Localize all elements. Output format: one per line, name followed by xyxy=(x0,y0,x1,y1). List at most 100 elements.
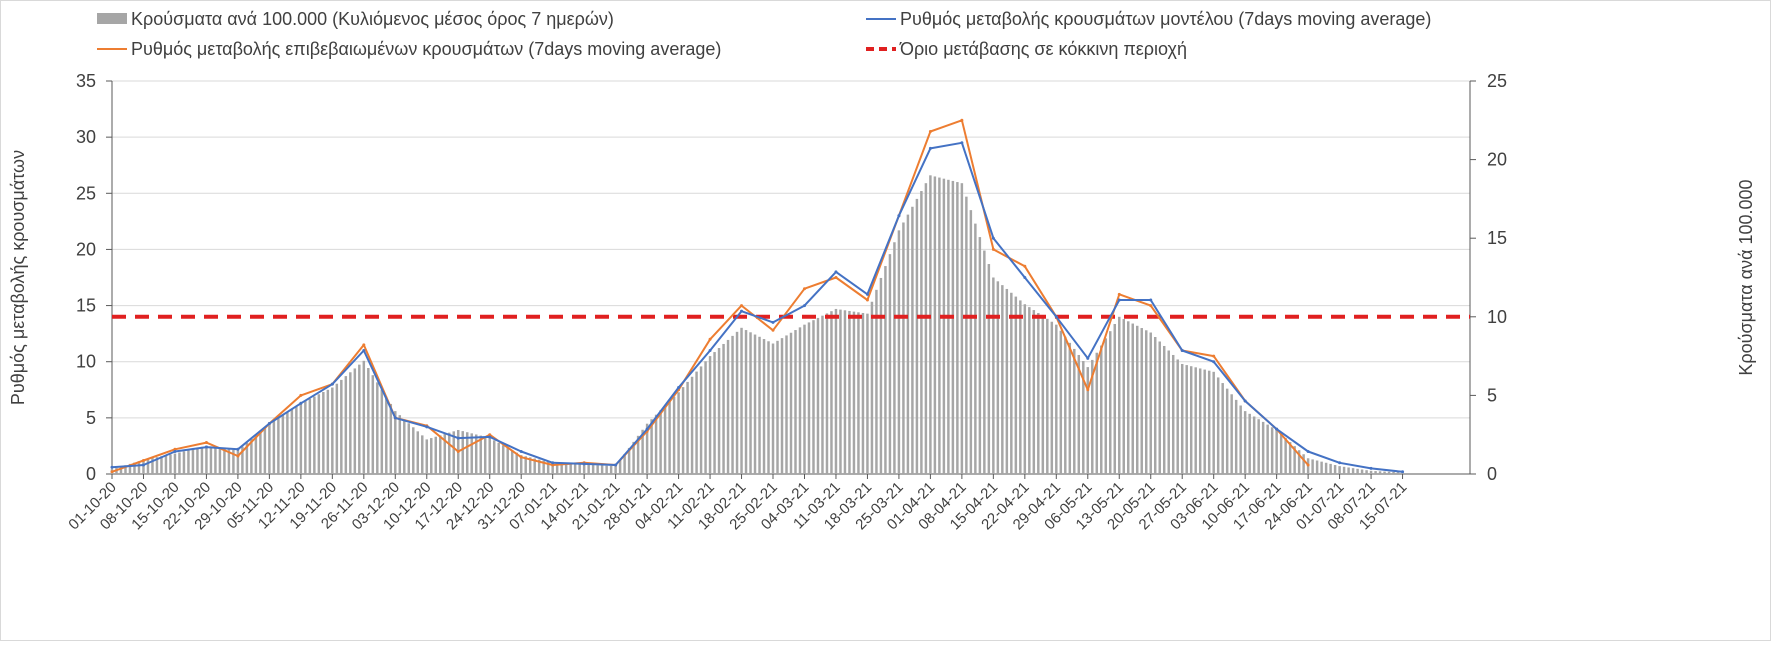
model-series-line-point xyxy=(204,445,208,449)
bar xyxy=(1068,342,1072,474)
bar xyxy=(299,403,303,474)
bar xyxy=(191,449,195,474)
bar xyxy=(1324,462,1328,474)
bar xyxy=(412,427,415,474)
bar xyxy=(434,436,437,474)
confirmed-series-line-point xyxy=(519,455,523,459)
bar xyxy=(1082,361,1085,474)
bar xyxy=(947,179,950,474)
model-series-line-point xyxy=(456,436,460,440)
bar xyxy=(1050,321,1054,474)
bar xyxy=(704,361,707,474)
bar xyxy=(821,315,824,474)
bar xyxy=(542,460,545,474)
bar xyxy=(376,382,379,474)
bar xyxy=(1374,471,1377,474)
y-right-axis-title: Κρούσματα ανά 100.000 xyxy=(1736,179,1756,375)
confirmed-series-line-point xyxy=(708,337,712,341)
bar xyxy=(780,338,784,474)
confirmed-series-line-point xyxy=(551,463,555,467)
bar xyxy=(533,458,536,474)
bar xyxy=(677,392,680,474)
bar xyxy=(1046,318,1049,474)
bar xyxy=(403,419,406,474)
bar xyxy=(960,183,964,474)
model-series-line-point xyxy=(991,236,995,240)
bar xyxy=(848,310,851,474)
bar xyxy=(322,392,325,474)
bar xyxy=(1365,470,1368,474)
bar xyxy=(636,435,640,474)
bar xyxy=(578,464,581,474)
bar xyxy=(483,436,487,474)
model-series-line-point xyxy=(1054,315,1058,319)
y-right-tick-label: 20 xyxy=(1487,150,1507,170)
bar xyxy=(1055,324,1058,474)
bar xyxy=(1383,471,1386,474)
y-left-axis-title: Ρυθμός μεταβολής κρουσμάτων xyxy=(8,150,28,405)
bar xyxy=(1162,345,1166,474)
bar xyxy=(1001,285,1004,474)
model-series-line-point xyxy=(1180,348,1184,352)
y-right-tick-label: 0 xyxy=(1487,464,1497,484)
legend-label-bars: Κρούσματα ανά 100.000 (Κυλιόμενος μέσος … xyxy=(131,9,614,29)
bar xyxy=(295,406,298,474)
bar xyxy=(974,223,977,474)
bar xyxy=(983,250,986,474)
bar xyxy=(470,433,473,474)
bar xyxy=(1041,315,1045,474)
bar xyxy=(600,465,604,474)
y-left-tick-label: 25 xyxy=(76,183,96,203)
bar xyxy=(151,458,154,474)
bar xyxy=(160,456,163,474)
model-series-line-point xyxy=(645,427,649,431)
bar xyxy=(717,348,721,474)
bar xyxy=(762,339,766,474)
confirmed-series-line-point xyxy=(488,433,492,437)
bar xyxy=(1320,461,1323,474)
bar xyxy=(1270,427,1274,474)
bar xyxy=(1064,336,1067,474)
bar xyxy=(326,389,330,474)
bar xyxy=(569,463,572,474)
bar xyxy=(236,450,240,474)
y-left-tick-label: 35 xyxy=(76,71,96,91)
bar xyxy=(834,308,838,474)
bar xyxy=(1077,354,1081,474)
model-series-line-point xyxy=(1149,298,1153,302)
bar xyxy=(587,464,590,474)
bar xyxy=(1189,366,1193,474)
bar xyxy=(1266,424,1269,474)
bar xyxy=(245,442,249,474)
bar xyxy=(627,447,631,474)
bar xyxy=(1091,359,1094,474)
bar xyxy=(214,447,217,474)
bar xyxy=(807,322,811,474)
bar xyxy=(1338,466,1341,474)
bar xyxy=(897,230,901,474)
bar xyxy=(1288,442,1292,474)
bar xyxy=(708,356,712,474)
bar xyxy=(803,324,806,474)
bar xyxy=(969,210,973,474)
bar xyxy=(1136,325,1139,474)
bar xyxy=(142,459,145,474)
bar xyxy=(407,423,411,474)
y-right-tick-label: 10 xyxy=(1487,307,1507,327)
bar xyxy=(650,419,653,474)
confirmed-series-line-point xyxy=(456,450,460,454)
model-series-line-point xyxy=(236,447,240,451)
bar xyxy=(560,463,563,474)
model-series-line-point xyxy=(614,463,618,467)
bar xyxy=(537,459,541,474)
bar xyxy=(609,465,613,474)
bar xyxy=(1360,469,1364,474)
y-right-tick-label: 25 xyxy=(1487,71,1507,91)
bar xyxy=(452,431,455,474)
bar xyxy=(1207,370,1211,474)
model-series-line-point xyxy=(928,146,932,150)
bar xyxy=(425,439,429,474)
bar xyxy=(277,417,280,474)
